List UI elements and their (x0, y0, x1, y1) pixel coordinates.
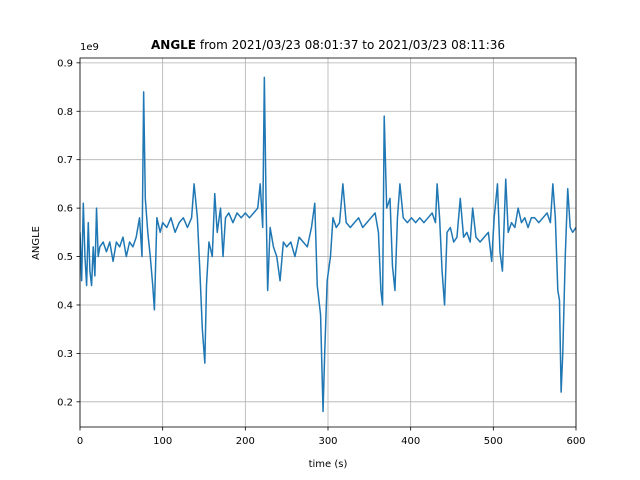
x-tick-label: 600 (566, 436, 585, 447)
y-offset-label: 1e9 (80, 42, 99, 53)
x-tick-label: 500 (484, 436, 503, 447)
title-bold: ANGLE (151, 38, 196, 52)
y-tick-label: 0.5 (57, 252, 73, 263)
chart-title: ANGLE from 2021/03/23 08:01:37 to 2021/0… (151, 38, 505, 52)
title-rest: from 2021/03/23 08:01:37 to 2021/03/23 0… (200, 38, 505, 52)
x-tick-label: 200 (236, 436, 255, 447)
x-axis-label: time (s) (309, 459, 348, 470)
y-tick-label: 0.8 (57, 107, 73, 118)
x-tick-label: 300 (318, 436, 337, 447)
y-tick-label: 0.3 (57, 349, 73, 360)
x-tick-label: 400 (401, 436, 420, 447)
y-tick-label: 0.7 (57, 155, 73, 166)
y-tick-label: 0.9 (57, 58, 73, 69)
x-tick-label: 0 (77, 436, 83, 447)
plot-frame (79, 57, 577, 428)
y-tick-label: 0.2 (57, 397, 73, 408)
x-tick-label: 100 (153, 436, 172, 447)
y-axis-label: ANGLE (31, 226, 42, 260)
line (80, 76, 576, 413)
y-tick-label: 0.4 (57, 300, 73, 311)
y-tick-label: 0.6 (57, 204, 73, 215)
